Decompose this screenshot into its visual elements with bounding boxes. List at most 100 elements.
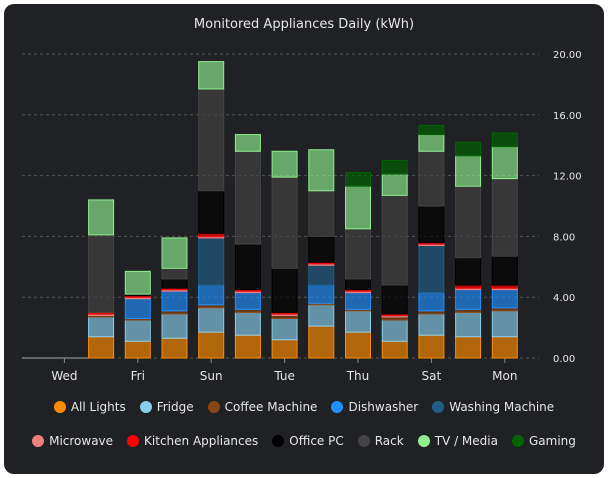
bar-segment	[198, 61, 225, 90]
legend-label: TV / Media	[434, 434, 498, 448]
bar-segment	[234, 292, 261, 310]
bar-segment	[198, 331, 225, 359]
bar-segment	[455, 311, 482, 338]
x-tick-label: Fri	[131, 369, 145, 383]
legend-row-2: Microwave Kitchen Appliances Office PC Rack…	[4, 434, 604, 448]
bar-segment	[88, 316, 115, 338]
bar-segment	[455, 141, 482, 157]
legend-item[interactable]: Office PC	[272, 434, 344, 448]
bar-segment	[271, 150, 298, 178]
bar-segment	[381, 173, 408, 196]
legend-label: Dishwasher	[348, 400, 419, 414]
bar-segment	[418, 124, 445, 136]
legend-swatch	[357, 435, 370, 447]
legend-label: All Lights	[70, 400, 126, 414]
bar-segment	[491, 289, 518, 309]
bar-segment	[418, 313, 445, 336]
bar-segment	[381, 159, 408, 175]
legend-label: Washing Machine	[449, 400, 555, 414]
bar-segment	[234, 243, 261, 291]
bar-segment	[271, 176, 298, 269]
legend-label: Microwave	[49, 434, 114, 448]
bar-segment	[491, 146, 518, 180]
legend-item[interactable]: All Lights	[53, 400, 126, 414]
y-tick-label: 20.00	[553, 50, 582, 61]
bar-segment	[308, 235, 335, 263]
legend-swatch	[53, 401, 66, 413]
bar-segment	[491, 132, 518, 148]
legend-label: Coffee Machine	[224, 400, 318, 414]
bar-segment	[198, 284, 225, 306]
legend-row-1: All Lights Fridge Coffee Machine Dishwasher…	[4, 400, 604, 414]
bar-segment	[418, 292, 445, 312]
bar-segment	[88, 336, 115, 359]
bar-segment	[345, 185, 371, 230]
legend-label: Fridge	[156, 400, 194, 414]
bar-segment	[234, 134, 261, 152]
bar-segment	[381, 194, 408, 286]
bar-segment	[161, 290, 188, 312]
bar-segment	[88, 199, 115, 236]
legend-item[interactable]: Washing Machine	[432, 400, 554, 414]
legend-swatch	[32, 435, 45, 447]
bar-segment	[308, 190, 335, 237]
bar-segment	[345, 310, 371, 333]
bar-segment	[234, 150, 261, 245]
legend-item[interactable]: Microwave	[32, 434, 113, 448]
legend-item[interactable]: Gaming	[511, 434, 576, 448]
x-tick-label: Tue	[273, 369, 295, 383]
bar-segment	[198, 190, 225, 234]
x-tick-label: Sat	[422, 369, 442, 383]
legend-swatch	[432, 401, 445, 413]
bar-segment	[418, 334, 445, 359]
y-tick-label: 8.00	[553, 232, 575, 243]
bar-segment	[418, 134, 445, 152]
y-tick-label: 4.00	[553, 293, 575, 304]
bar-segment	[381, 284, 408, 315]
bar-segment	[455, 336, 482, 359]
bar-segment	[418, 205, 445, 243]
bar-segment	[381, 340, 408, 359]
bar-segment	[271, 317, 298, 341]
legend-swatch	[511, 435, 524, 447]
bar-segment	[161, 237, 188, 269]
y-tick-label: 12.00	[553, 172, 582, 183]
chart-title: Monitored Appliances Daily (kWh)	[193, 17, 415, 32]
bar-segment	[161, 278, 188, 289]
bar-segment	[271, 267, 298, 313]
x-tick-label: Mon	[492, 369, 517, 383]
legend-label: Kitchen Appliances	[144, 434, 259, 448]
legend-item[interactable]: Rack	[357, 434, 404, 448]
legend-item[interactable]: TV / Media	[417, 434, 498, 448]
bar-segment	[345, 292, 371, 310]
bar-segment	[418, 245, 445, 294]
legend-item[interactable]: Coffee Machine	[207, 400, 318, 414]
bar-segment	[455, 155, 482, 187]
bar-segment	[491, 310, 518, 338]
bar-segment	[345, 172, 371, 187]
bar-segment	[198, 307, 225, 333]
bar-segment	[381, 319, 408, 342]
legend-item[interactable]: Kitchen Appliances	[127, 434, 258, 448]
bar-segment	[491, 178, 518, 257]
bar-segment	[455, 257, 482, 286]
bar-segment	[198, 237, 225, 286]
bar-segment	[271, 339, 298, 359]
chart-plot: 0.00 4.00 8.00 12.00 16.00 20.00 Wed Fri Sun Tue T…	[22, 50, 582, 383]
bar-segment	[455, 185, 482, 259]
bar-segment	[418, 150, 445, 207]
legend-label: Rack	[374, 434, 404, 448]
legend-swatch	[331, 401, 344, 413]
chart-card: Monitored Appliances Daily (kWh) 0.00 4.0…	[4, 4, 604, 474]
bar-segment	[345, 331, 371, 359]
legend-item[interactable]: Fridge	[139, 400, 194, 414]
bar-segment	[308, 304, 335, 327]
bar-segment	[234, 311, 261, 336]
bar-segment	[308, 264, 335, 286]
bar-segment	[234, 334, 261, 359]
legend-swatch	[417, 435, 430, 447]
y-tick-label: 16.00	[553, 111, 582, 122]
x-tick-label: Wed	[51, 369, 77, 383]
legend-item[interactable]: Dishwasher	[331, 400, 418, 414]
bar-segment	[88, 234, 115, 313]
